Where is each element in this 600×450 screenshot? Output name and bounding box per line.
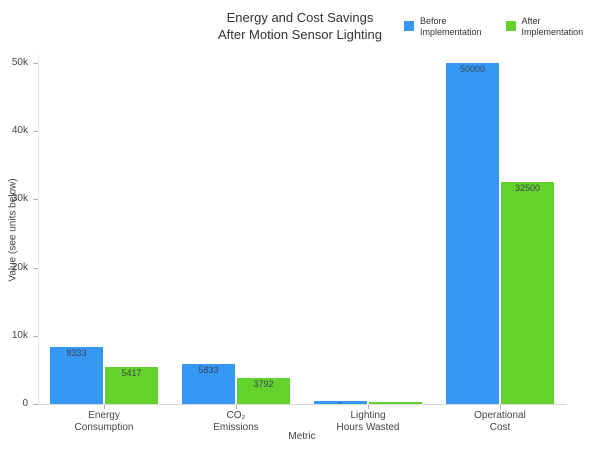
bar-value-label: 3792 bbox=[253, 379, 274, 390]
y-tick-mark bbox=[33, 404, 38, 405]
chart-title: Energy and Cost Savings After Motion Sen… bbox=[150, 9, 450, 43]
y-tick-label-40k: 40k bbox=[11, 125, 28, 137]
y-tick-label-10k: 10k bbox=[11, 329, 28, 341]
y-tick-mark bbox=[33, 267, 38, 269]
bar-after-operational-cost[interactable]: 32500 bbox=[501, 182, 554, 404]
bar-before-co-emissions[interactable]: 5833 bbox=[182, 364, 235, 404]
y-axis-line bbox=[38, 55, 39, 405]
legend-item-before-implementation[interactable]: Before Implementation bbox=[404, 16, 482, 38]
bar-value-label: 417 bbox=[337, 401, 343, 404]
x-tick-mark bbox=[368, 405, 369, 409]
x-tick-label-energy-consumption: Energy Consumption bbox=[74, 410, 134, 433]
x-tick-mark bbox=[236, 405, 237, 409]
y-tick-label-30k: 30k bbox=[11, 193, 28, 205]
y-tick-mark bbox=[33, 131, 38, 133]
legend-swatch-after-implementation bbox=[505, 21, 516, 31]
bar-before-operational-cost[interactable]: 50000 bbox=[446, 63, 499, 404]
legend-label: After Implementation bbox=[521, 16, 584, 37]
x-tick-mark bbox=[500, 405, 501, 409]
x-axis-line bbox=[38, 404, 567, 405]
plot-area: 8333 5833 417 50000 5417 3792 32500 bbox=[38, 55, 566, 404]
bar-before-energy-consumption[interactable]: 8333 bbox=[50, 347, 103, 404]
bar-value-label: 50000 bbox=[459, 64, 486, 74]
bar-after-co-emissions[interactable]: 3792 bbox=[237, 378, 290, 404]
bar-value-label: 32500 bbox=[514, 183, 541, 194]
y-tick-mark bbox=[33, 335, 38, 337]
bar-value-label: 8333 bbox=[66, 348, 87, 359]
bar-before-lighting-hours-wasted[interactable]: 417 bbox=[314, 401, 367, 404]
y-tick-mark bbox=[33, 63, 38, 64]
x-tick-label-operational-cost: Operational Cost bbox=[474, 410, 526, 433]
bar-value-label: 5833 bbox=[198, 365, 219, 376]
bar-after-lighting-hours-wasted[interactable] bbox=[369, 402, 422, 404]
y-tick-label-50k: 50k bbox=[11, 57, 28, 68]
x-tick-label-co-emissions: CO₂ Emissions bbox=[213, 410, 259, 433]
x-tick-label-lighting-hours-wasted: Lighting Hours Wasted bbox=[336, 410, 400, 433]
bar-value-label: 5417 bbox=[121, 368, 142, 379]
legend-item-after-implementation[interactable]: After Implementation bbox=[505, 16, 584, 38]
x-tick-mark bbox=[104, 405, 105, 409]
chart-title-line2: After Motion Sensor Lighting bbox=[217, 27, 383, 42]
legend-label: Before Implementation bbox=[420, 16, 482, 37]
y-tick-label-20k: 20k bbox=[11, 261, 28, 273]
legend-swatch-before-implementation bbox=[404, 21, 414, 31]
legend: Before Implementation After Implementation bbox=[404, 16, 583, 38]
chart-title-line1: Energy and Cost Savings bbox=[226, 10, 374, 25]
x-axis-title: Metric bbox=[288, 431, 316, 442]
bar-after-energy-consumption[interactable]: 5417 bbox=[105, 367, 158, 404]
y-tick-label-0: 0 bbox=[22, 398, 28, 409]
y-tick-mark bbox=[33, 199, 38, 201]
